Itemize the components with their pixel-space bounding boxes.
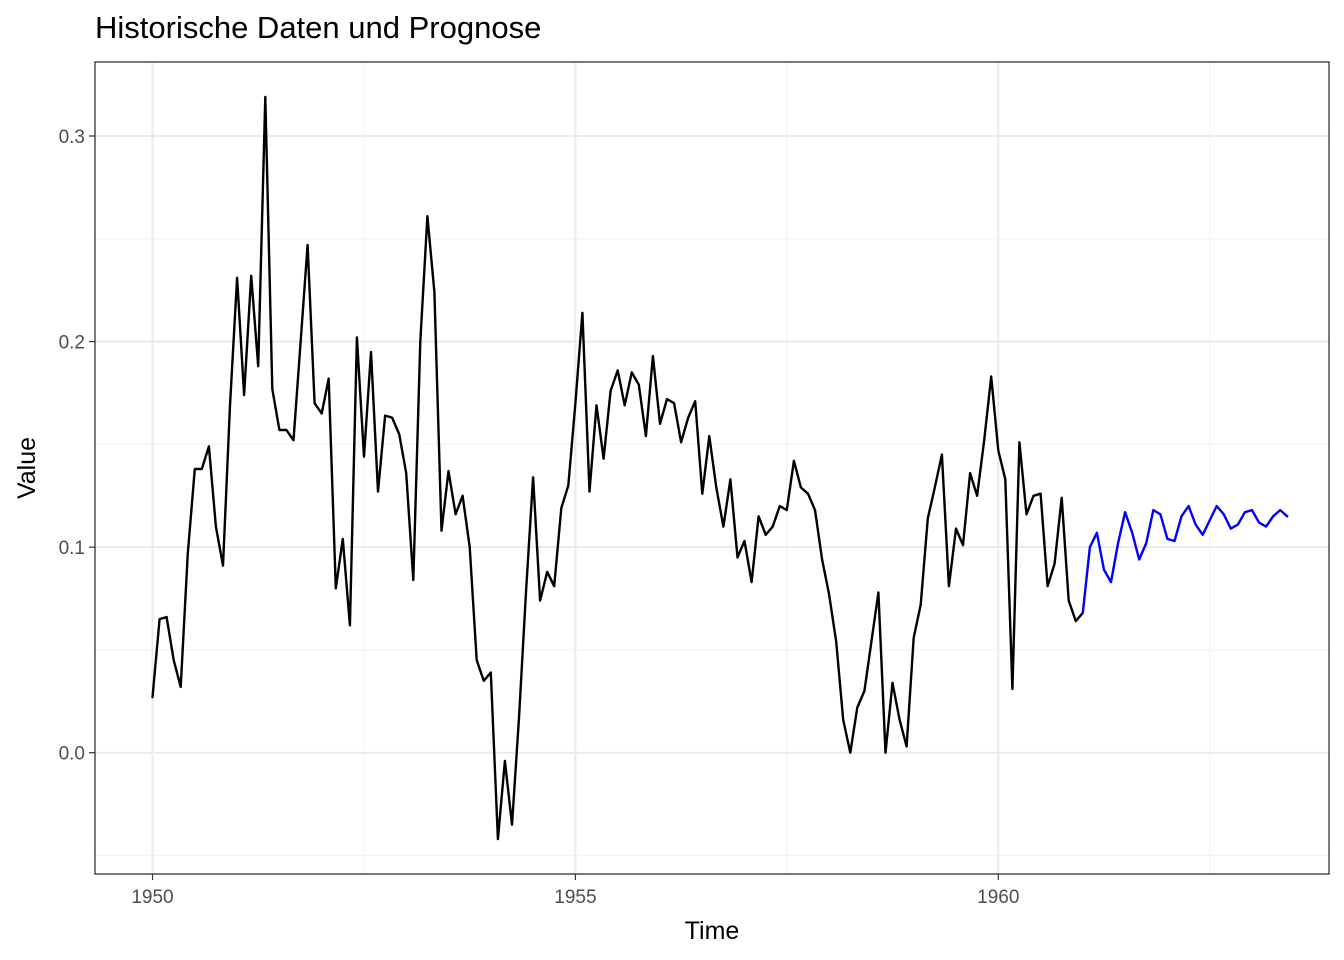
y-tick-label: 0.0 bbox=[59, 744, 85, 765]
panel-background bbox=[95, 62, 1329, 874]
series-layer bbox=[151, 95, 1289, 841]
y-axis: 0.0 0.1 0.2 0.3 bbox=[59, 127, 95, 765]
forecast-series-line bbox=[1081, 504, 1289, 615]
y-axis-title: Value bbox=[13, 437, 41, 499]
y-tick-label: 0.2 bbox=[59, 333, 85, 354]
x-tick-label: 1960 bbox=[977, 887, 1019, 908]
x-axis: 1950 1955 1960 bbox=[131, 874, 1019, 908]
chart-title: Historische Daten und Prognose bbox=[95, 10, 541, 45]
plot-panel bbox=[94, 61, 1330, 875]
x-tick-label: 1950 bbox=[131, 887, 173, 908]
y-tick-label: 0.1 bbox=[59, 538, 85, 559]
y-tick-label: 0.3 bbox=[59, 127, 85, 148]
historical-series-line bbox=[151, 95, 1085, 841]
x-axis-title: Time bbox=[685, 917, 740, 945]
grid-lines bbox=[95, 62, 1329, 874]
x-tick-label: 1955 bbox=[554, 887, 596, 908]
panel-border bbox=[94, 61, 1330, 875]
